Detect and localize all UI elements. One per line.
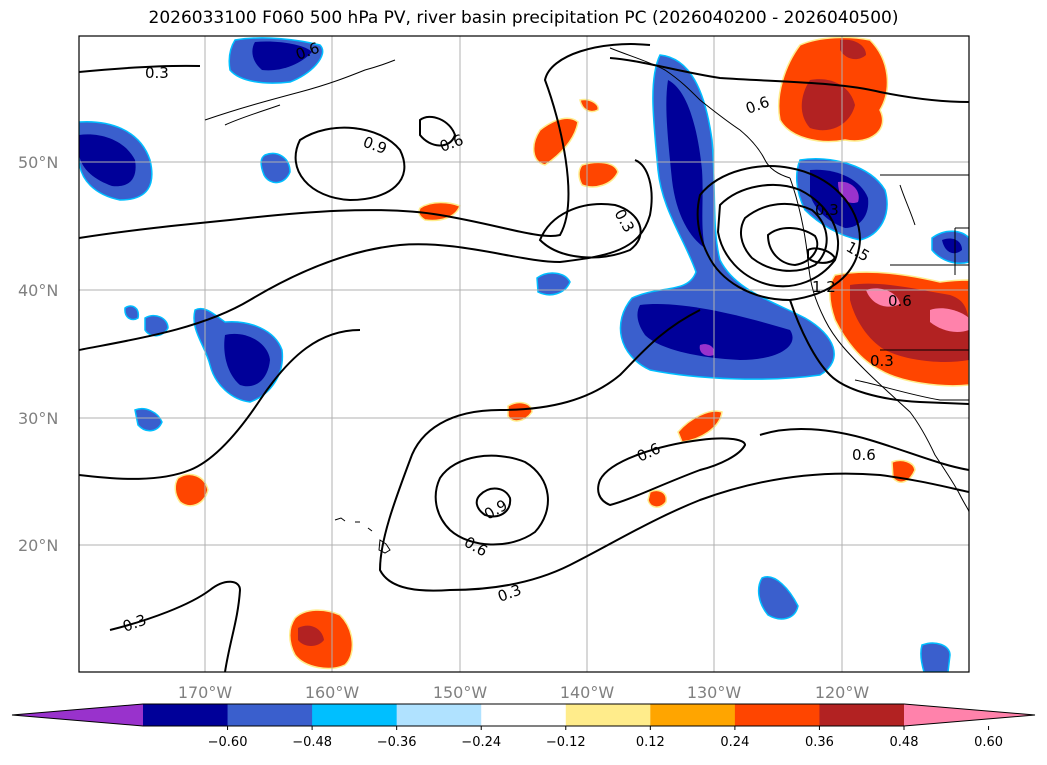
colorbar-tick-label: 0.36 — [805, 735, 834, 750]
colorbar-bin — [143, 704, 229, 726]
colorbar-extend-low — [12, 704, 143, 726]
map-frame — [78, 35, 970, 673]
contour-label: 0.3 — [815, 201, 839, 219]
contour-label: 1.2 — [812, 278, 836, 296]
colorbar-bin — [312, 704, 398, 726]
lon-label: 120°W — [815, 683, 870, 702]
contour-label: 0.6 — [888, 292, 912, 310]
colorbar-tick-label: −0.60 — [208, 735, 248, 750]
latitude-labels: 50°N 40°N 30°N 20°N — [18, 153, 58, 555]
lon-label: 140°W — [560, 683, 615, 702]
lon-label: 160°W — [305, 683, 360, 702]
colorbar-outline — [11, 703, 1036, 727]
colorbar-bin — [227, 704, 313, 726]
pv-contours — [79, 43, 969, 672]
map-title: 2026033100 F060 500 hPa PV, river basin … — [148, 8, 899, 28]
colorbar: −0.60 −0.48 −0.36 −0.24 −0.12 0.12 0.24 0.36 0.4… — [11, 703, 1036, 750]
lat-label: 30°N — [18, 409, 58, 428]
colorbar-tick-label: 0.60 — [974, 735, 1003, 750]
colorbar-tick-label: −0.12 — [546, 735, 586, 750]
colorbar-extend-high — [904, 704, 1035, 726]
colorbar-tick-label: 0.24 — [720, 735, 749, 750]
colorbar-bin — [819, 704, 905, 726]
colorbar-tick-label: −0.48 — [292, 735, 332, 750]
colorbar-tick-label: 0.48 — [890, 735, 919, 750]
colorbar-bin — [396, 704, 482, 726]
colorbar-bin — [650, 704, 736, 726]
graticule — [79, 36, 969, 672]
colorbar-tick-label: −0.36 — [377, 735, 417, 750]
precip-shading — [79, 36, 969, 672]
colorbar-tick-label: −0.24 — [461, 735, 501, 750]
colorbar-bin — [481, 704, 567, 726]
colorbar-bin — [734, 704, 820, 726]
longitude-labels: 170°W 160°W 150°W 140°W 130°W 120°W — [178, 683, 870, 702]
lat-label: 40°N — [18, 281, 58, 300]
colorbar-bin — [565, 704, 651, 726]
lon-label: 150°W — [433, 683, 488, 702]
colorbar-tick-label: 0.12 — [636, 735, 665, 750]
contour-label: 0.3 — [870, 352, 894, 370]
lon-label: 170°W — [178, 683, 233, 702]
lat-label: 20°N — [18, 536, 58, 555]
lat-label: 50°N — [18, 153, 58, 172]
lon-label: 130°W — [687, 683, 742, 702]
contour-label: 0.3 — [145, 64, 169, 82]
contour-label: 0.6 — [852, 446, 876, 464]
